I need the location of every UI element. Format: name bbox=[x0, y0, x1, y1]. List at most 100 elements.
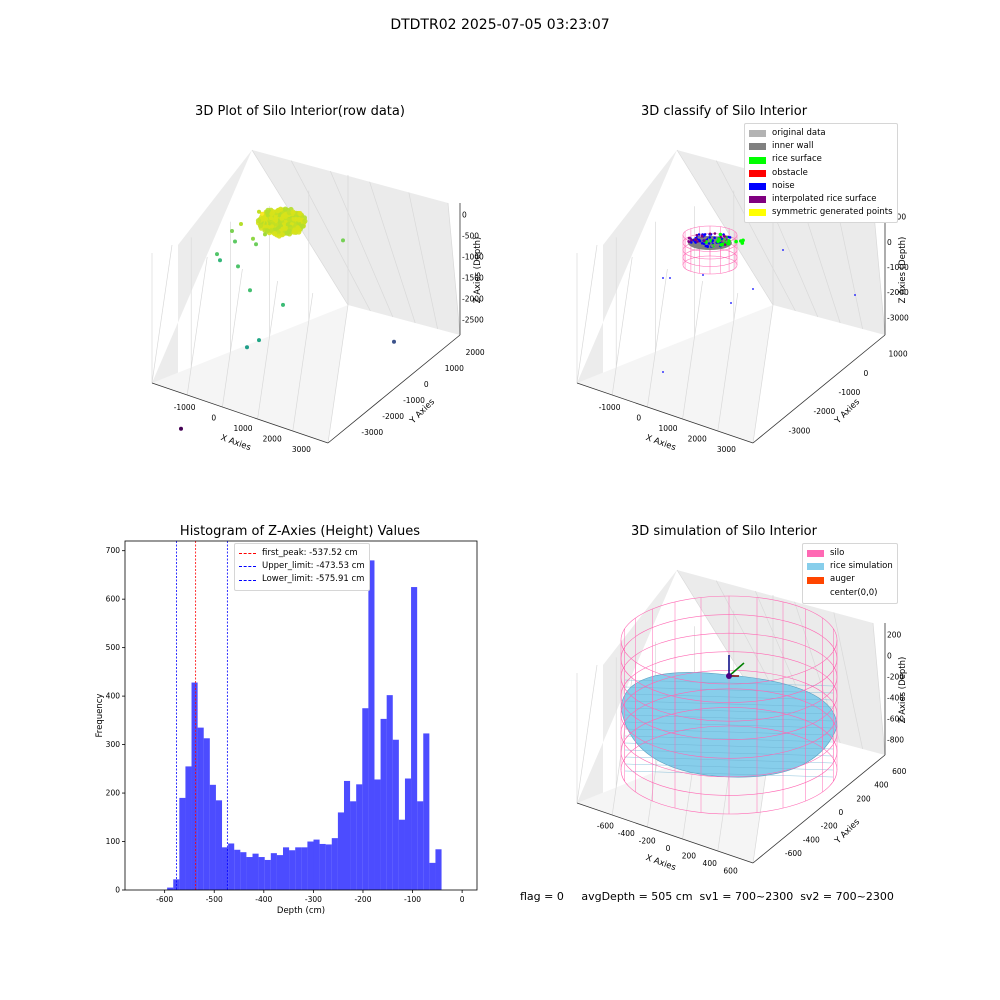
panel3-title: Histogram of Z-Axies (Height) Values bbox=[179, 524, 421, 539]
panel2-legend: original data inner wall rice surface obsta… bbox=[744, 123, 898, 224]
p2-legend-label: obstacle bbox=[772, 167, 808, 178]
p1-surface-point bbox=[297, 210, 303, 217]
panel3-legend: first_peak: -537.52 cm Upper_limit: -473.… bbox=[234, 543, 370, 591]
p3-legend-entry: Upper_limit: -473.53 cm bbox=[239, 560, 365, 573]
p2-pane-floor bbox=[577, 305, 773, 443]
p2-noise-point bbox=[669, 277, 671, 279]
p1-x-axis-label: X Axies bbox=[219, 433, 252, 453]
p2-x-tick-label: 1000 bbox=[658, 424, 677, 433]
p4-y-axis-line bbox=[752, 754, 886, 864]
histogram-bar bbox=[380, 718, 387, 890]
p2-legend-swatch bbox=[749, 143, 766, 151]
panel4-legend: silo rice simulation auger center(0,0) bbox=[802, 543, 898, 604]
p1-grid bbox=[369, 181, 416, 324]
p2-class-point bbox=[719, 235, 722, 239]
p1-x-tick-label: 3000 bbox=[292, 445, 311, 454]
panel2-title: 3D classify of Silo Interior bbox=[640, 104, 808, 119]
p1-surface-point bbox=[302, 218, 308, 224]
p3-legend-line bbox=[239, 553, 256, 555]
p1-z-tick-label: -1500 bbox=[462, 274, 484, 283]
histogram-bar bbox=[295, 847, 302, 890]
p2-x-tick-label: 0 bbox=[636, 414, 641, 423]
p1-data-point bbox=[263, 232, 267, 237]
p2-z-tick-label: 0 bbox=[887, 238, 892, 247]
p1-grid bbox=[151, 244, 173, 384]
p2-y-tick-label: -3000 bbox=[789, 426, 811, 435]
p1-x-tick-label: 1000 bbox=[233, 424, 252, 433]
p1-surface-point bbox=[257, 223, 264, 229]
p1-surface-point bbox=[265, 207, 271, 213]
histogram-bar bbox=[301, 847, 308, 890]
p4-z-tick-label: 200 bbox=[887, 631, 902, 640]
p1-y-tick-label: -1000 bbox=[403, 396, 425, 405]
p1-surface-point bbox=[264, 228, 270, 234]
p1-data-point bbox=[233, 239, 237, 244]
histogram-bar bbox=[215, 800, 223, 890]
p4-z-tick-label: -600 bbox=[887, 715, 904, 724]
p4-center-y-arrow bbox=[728, 662, 745, 677]
p4-z-tick-label: 0 bbox=[887, 652, 892, 661]
p2-noise-point bbox=[702, 274, 704, 276]
p1-grid bbox=[257, 280, 278, 420]
histogram-bar bbox=[246, 857, 253, 890]
p4-legend-label: silo bbox=[830, 548, 845, 558]
p2-legend-entry: obstacle bbox=[749, 167, 893, 180]
p2-y-axis-line bbox=[752, 334, 886, 444]
y-tick-label: 200 bbox=[106, 789, 121, 798]
p1-grid bbox=[186, 256, 208, 396]
histogram-bar bbox=[417, 801, 424, 890]
histogram-bar bbox=[435, 849, 442, 890]
p2-noise-point bbox=[752, 288, 754, 290]
p4-legend-label: auger bbox=[830, 574, 855, 585]
p1-y-axis-line bbox=[327, 334, 461, 444]
p1-surface-point bbox=[300, 223, 306, 229]
p1-grid bbox=[327, 304, 349, 444]
p1-surface-point bbox=[290, 209, 296, 215]
p1-z-tick-label: 0 bbox=[462, 211, 467, 220]
histogram-bar bbox=[343, 780, 351, 890]
p4-grid bbox=[833, 612, 863, 750]
p1-x-tick-label: 2000 bbox=[263, 434, 282, 443]
p1-data-point bbox=[239, 222, 243, 226]
p4-y-tick-label: 0 bbox=[839, 808, 844, 817]
x-tick-label: -400 bbox=[255, 895, 272, 904]
p4-y-tick-label: -200 bbox=[821, 822, 838, 831]
p4-legend-entry: rice simulation bbox=[807, 560, 893, 573]
p2-grid bbox=[717, 292, 739, 432]
p1-surface-point bbox=[276, 233, 282, 239]
p1-z-tick-label: -2000 bbox=[462, 295, 484, 304]
p2-class-point bbox=[711, 239, 715, 242]
histogram-bar bbox=[167, 887, 174, 890]
histogram-bar bbox=[307, 841, 314, 890]
p2-z-tick-label: -2000 bbox=[887, 288, 909, 297]
p2-z-tick-label: -3000 bbox=[887, 313, 909, 322]
p2-class-point bbox=[724, 237, 727, 240]
p1-surface-point bbox=[284, 230, 290, 236]
y-tick-label: 700 bbox=[106, 546, 121, 555]
p4-y-tick-label: 200 bbox=[856, 794, 871, 803]
p2-legend-entry: original data bbox=[749, 127, 893, 140]
p4-z-tick-label: -400 bbox=[887, 694, 904, 703]
p1-z-tick-label: -1000 bbox=[462, 253, 484, 262]
p2-legend-entry: interpolated rice surface bbox=[749, 193, 893, 206]
p2-pane-left bbox=[577, 150, 677, 383]
p2-legend-swatch bbox=[749, 169, 766, 177]
p2-class-point bbox=[716, 239, 720, 244]
p2-legend-label: noise bbox=[772, 180, 795, 191]
p4-grid bbox=[576, 664, 598, 804]
histogram-bar bbox=[386, 695, 393, 890]
p2-z-axis-label: Z Axies (Depth) bbox=[898, 237, 908, 304]
p1-surface-point bbox=[255, 218, 262, 224]
histogram-bar bbox=[203, 738, 210, 890]
histogram-bar bbox=[240, 852, 247, 890]
x-tick-label: -300 bbox=[305, 895, 322, 904]
histogram-bar bbox=[209, 784, 216, 890]
p2-class-point bbox=[706, 245, 709, 249]
histogram-bar bbox=[179, 797, 186, 890]
p4-legend-swatch bbox=[807, 590, 824, 597]
histogram-bar bbox=[319, 843, 326, 890]
p1-z-tick-label: -500 bbox=[462, 232, 479, 241]
p2-class-point bbox=[708, 236, 711, 239]
p2-class-point bbox=[713, 232, 717, 235]
histogram-bar bbox=[337, 812, 344, 890]
